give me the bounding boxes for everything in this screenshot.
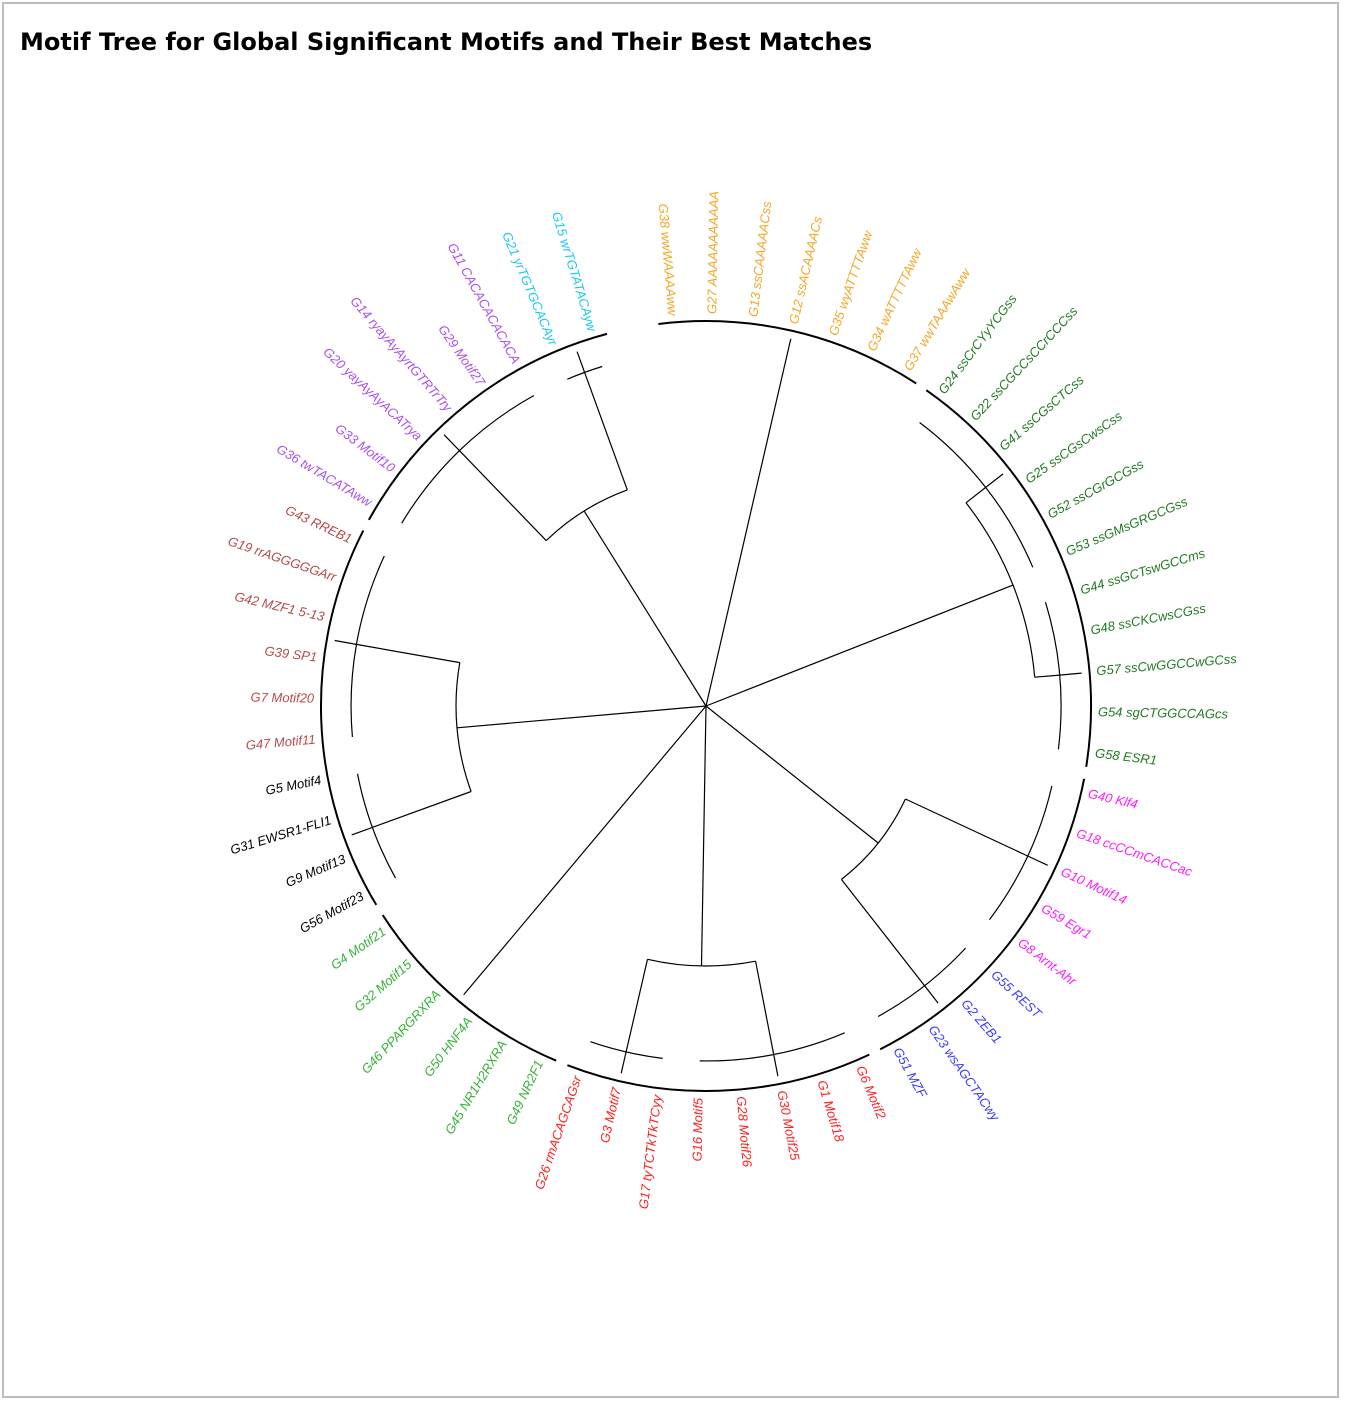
clade-black-brown-bar [319,530,378,906]
leaf-label: G14 ryayAyAyrtGTRTrTry [347,294,456,416]
leaf-label: G34 wATTTTTAww [864,245,925,354]
root-spoke-orange [705,338,792,707]
leaf-label: G19 rrAGGGGGArr [226,533,339,584]
tree-labels: G38 wwWAAAAww G27 AAAAAAAAAAA G13 ssCAAAAA… [226,191,1238,1210]
root-spoke-green [463,705,707,996]
subclade-spoke-8 [443,434,460,452]
join-red-b [625,959,649,1053]
leaf-label: G9 Motif13 [283,851,348,890]
subclade-spoke-4 [773,1054,779,1077]
join-green-dark-a [965,486,987,504]
leaf-label: G10 Motif14 [1059,864,1130,908]
join-magenta-blue-a [905,798,1028,857]
leaf-label: G44 ssGCTswGCCms [1078,545,1207,597]
clade-green-dark-bar [925,389,1093,768]
join-red-a [755,961,775,1055]
join-green-dark-root [705,584,1014,707]
subclade-spoke-6 [351,826,373,836]
leaf-label: G1 Motif18 [814,1078,847,1144]
clade-magenta-blue-bar [879,778,1086,1051]
join-black-brown-b [356,643,460,664]
subclade-spoke-0 [985,473,1004,488]
leaf-label: G17 tyTCTkTkTCyy [636,1093,665,1210]
join-magenta-blue-b [840,879,926,987]
leaf-label: G54 sgCTGGCCAGcs [1098,704,1229,721]
leaf-label: G35 wyATTTTAww [826,227,876,337]
subclade-spoke-9 [576,351,586,373]
leaf-label: G58 ESR1 [1094,745,1158,767]
leaf-label: G4 Motif21 [328,924,389,973]
join-purple-cyan-b [584,372,628,491]
leaf-label: G39 SP1 [264,643,318,664]
leaf-label: G6 Motif2 [853,1063,889,1121]
leaf-label: G27 AAAAAAAAAAA [704,191,721,314]
leaf-label: G51 MZF [890,1045,930,1101]
join-magenta-blue-root [705,705,879,844]
leaf-label: G7 Motif20 [250,690,315,706]
leaf-label: G16 Motif5 [690,1097,706,1162]
leaf-label: G26 rmACAGCAGsr [532,1073,585,1191]
leaf-label: G59 Egr1 [1039,901,1094,943]
leaf-label: G29 Motif27 [435,322,488,389]
subclade-spoke-7 [334,639,357,645]
leaf-label: G8 Arnt-Ahr [1015,935,1080,989]
subclade-spoke-3 [924,985,939,1004]
join-black-brown-root [456,705,707,729]
leaf-label: G28 Motif26 [734,1096,755,1169]
leaf-label: G57 ssCwGGCCwGCss [1096,651,1238,678]
subclade-spoke-2 [1027,855,1048,866]
leaf-label: G2 ZEB1 [958,996,1004,1046]
join-green-dark-b [1034,674,1060,678]
join-purple-cyan-root [583,510,707,707]
leaf-label: G18 ccCCmCACCac [1075,826,1195,880]
leaf-label: G48 ssCKCwsCGss [1089,600,1207,637]
leaf-label: G32 Motif15 [351,956,415,1014]
leaf-label: G30 Motif25 [774,1089,802,1162]
clade-red-bar [567,1053,870,1092]
leaf-label: G3 Motif7 [597,1085,624,1144]
leaf-label: G42 MZF1 5-13 [233,589,327,624]
leaf-label: G50 HNF4A [421,1014,476,1080]
figure-title: Motif Tree for Global Significant Motifs… [20,28,873,56]
clade-green-bar [381,914,557,1062]
subclade-spoke-1 [1059,672,1082,676]
leaf-label: G49 NR2F1 [503,1058,546,1127]
leaf-label: G12 ssACAAAACs [786,215,825,326]
leaf-label: G5 Motif4 [264,772,322,797]
leaf-label: G33 Motif10 [332,421,398,476]
leaf-label: G31 EWSR1-FLI1 [228,812,333,857]
leaf-label: G38 wwWAAAAww [656,203,681,318]
clade-purple-cyan-bar [368,332,608,521]
join-red-root [700,705,707,967]
join-purple-cyan-a [458,450,547,542]
join-black-brown-arc [455,662,472,792]
tree-branches [319,320,1093,1092]
leaf-label: G13 ssCAAAAACss [745,200,774,318]
clade-orange-bar [658,320,917,385]
leaf-label: G47 Motif11 [245,732,316,753]
leaf-label: G15 wrTGTATACAyw [549,210,600,335]
leaf-label: G43 RREB1 [283,502,354,546]
subclade-spoke-5 [620,1051,627,1074]
leaf-label: G56 Motif23 [297,888,367,936]
leaf-label: G55 REST [988,967,1045,1022]
join-black-brown-a [372,790,472,828]
leaf-label: G40 Klf4 [1087,786,1140,812]
